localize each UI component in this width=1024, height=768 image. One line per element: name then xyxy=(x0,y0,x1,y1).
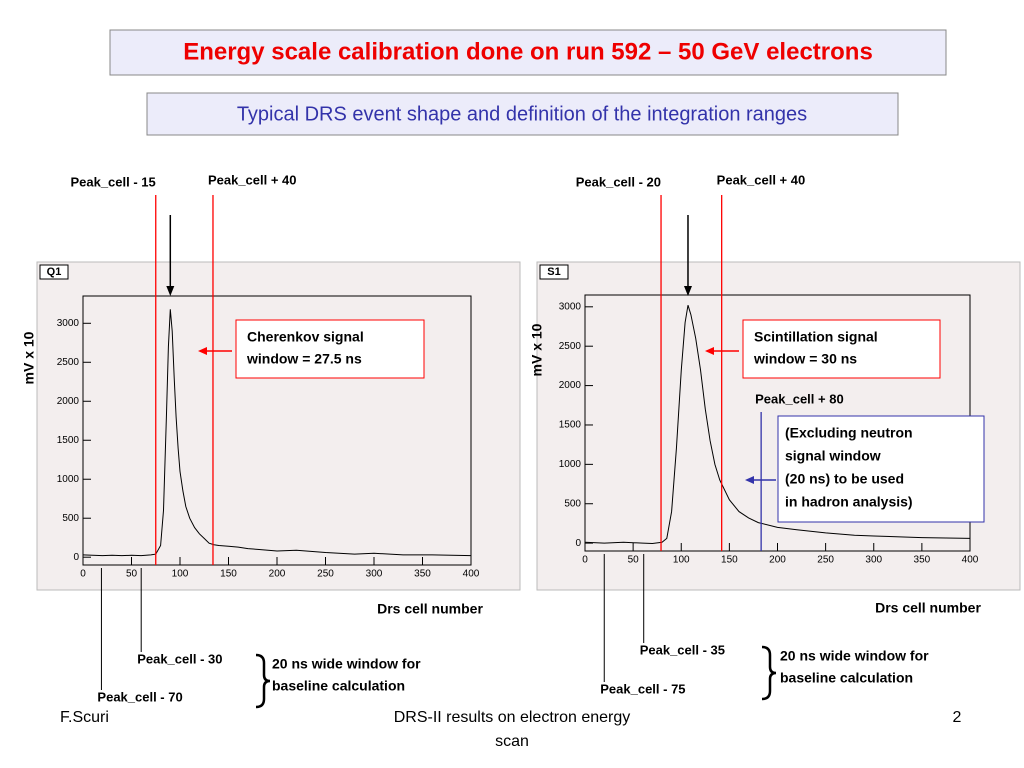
panel-label: S1 xyxy=(547,266,560,278)
y-tick-label: 500 xyxy=(564,498,581,509)
y-tick-label: 1500 xyxy=(57,435,80,446)
baseline-note: 20 ns wide window for xyxy=(780,648,929,664)
baseline-label: Peak_cell - 30 xyxy=(137,651,222,666)
x-tick-label: 150 xyxy=(721,555,738,566)
annotation-box xyxy=(742,319,941,379)
footer-author: F.Scuri xyxy=(60,709,109,726)
y-tick-label: 2000 xyxy=(559,380,582,391)
panel-label-box xyxy=(539,264,569,280)
y-tick-label: 3000 xyxy=(57,318,80,329)
x-tick-label: 250 xyxy=(817,555,834,566)
y-axis-label: mV x 10 xyxy=(21,331,37,384)
annotation-text: window = 30 ns xyxy=(753,351,857,367)
y-tick-label: 0 xyxy=(575,538,581,549)
annotation-text: Cherenkov signal xyxy=(247,329,364,345)
x-tick-label: 0 xyxy=(80,569,86,580)
y-tick-label: 2500 xyxy=(57,357,80,368)
window-label: Peak_cell + 40 xyxy=(208,172,297,187)
peak-arrowhead xyxy=(166,286,175,296)
annotation-arrowhead xyxy=(198,347,207,355)
x-axis-label: Drs cell number xyxy=(377,601,483,617)
x-tick-label: 400 xyxy=(962,555,979,566)
y-tick-label: 500 xyxy=(62,513,79,524)
brace xyxy=(761,645,777,701)
panel-label: Q1 xyxy=(47,266,62,278)
x-tick-label: 150 xyxy=(220,569,237,580)
subtitle-box xyxy=(146,92,899,136)
peak-arrowhead xyxy=(683,286,692,296)
x-tick-label: 50 xyxy=(628,555,640,566)
x-tick-label: 300 xyxy=(865,555,882,566)
footer-text: scan xyxy=(495,733,529,750)
y-tick-label: 1500 xyxy=(559,420,582,431)
y-axis-label: mV x 10 xyxy=(529,323,545,376)
neutron-label: Peak_cell + 80 xyxy=(755,391,844,406)
x-tick-label: 350 xyxy=(414,569,431,580)
baseline-note: baseline calculation xyxy=(272,678,405,694)
neutron-arrowhead xyxy=(745,476,754,484)
annotation-text: window = 27.5 ns xyxy=(246,351,362,367)
baseline-note: baseline calculation xyxy=(780,670,913,686)
baseline-label: Peak_cell - 35 xyxy=(640,642,725,657)
annotation-text: Scintillation signal xyxy=(754,329,878,345)
baseline-label: Peak_cell - 70 xyxy=(97,689,182,704)
window-label: Peak_cell - 15 xyxy=(70,174,155,189)
title-box xyxy=(109,29,947,76)
x-tick-label: 100 xyxy=(172,569,189,580)
y-tick-label: 1000 xyxy=(57,474,80,485)
y-tick-label: 2500 xyxy=(559,341,582,352)
y-tick-label: 0 xyxy=(73,552,79,563)
baseline-label: Peak_cell - 75 xyxy=(600,681,685,696)
x-axis-label: Drs cell number xyxy=(875,600,981,616)
annotation-box xyxy=(235,319,425,379)
x-tick-label: 350 xyxy=(914,555,931,566)
neutron-box xyxy=(777,415,985,523)
annotation-arrowhead xyxy=(705,347,714,355)
x-tick-label: 0 xyxy=(582,555,588,566)
neutron-text: (20 ns) to be used xyxy=(785,471,904,487)
y-tick-label: 2000 xyxy=(57,396,80,407)
waveform xyxy=(82,309,472,557)
x-tick-label: 250 xyxy=(317,569,334,580)
x-tick-label: 200 xyxy=(269,569,286,580)
slide-subtitle: Typical DRS event shape and definition o… xyxy=(237,103,807,125)
neutron-text: in hadron analysis) xyxy=(785,494,913,510)
x-tick-label: 100 xyxy=(673,555,690,566)
footer-text: DRS-II results on electron energy xyxy=(394,709,631,726)
x-tick-label: 400 xyxy=(463,569,480,580)
panel-label-box xyxy=(39,264,69,280)
page-number: 2 xyxy=(953,709,962,726)
x-tick-label: 200 xyxy=(769,555,786,566)
window-label: Peak_cell + 40 xyxy=(717,172,806,187)
window-label: Peak_cell - 20 xyxy=(576,174,661,189)
neutron-text: (Excluding neutron xyxy=(785,425,913,441)
y-tick-label: 3000 xyxy=(559,301,582,312)
y-tick-label: 1000 xyxy=(559,459,582,470)
brace xyxy=(255,653,271,709)
x-tick-label: 50 xyxy=(126,569,138,580)
x-tick-label: 300 xyxy=(366,569,383,580)
slide-title: Energy scale calibration done on run 592… xyxy=(183,38,873,65)
baseline-note: 20 ns wide window for xyxy=(272,656,421,672)
neutron-text: signal window xyxy=(785,448,881,464)
